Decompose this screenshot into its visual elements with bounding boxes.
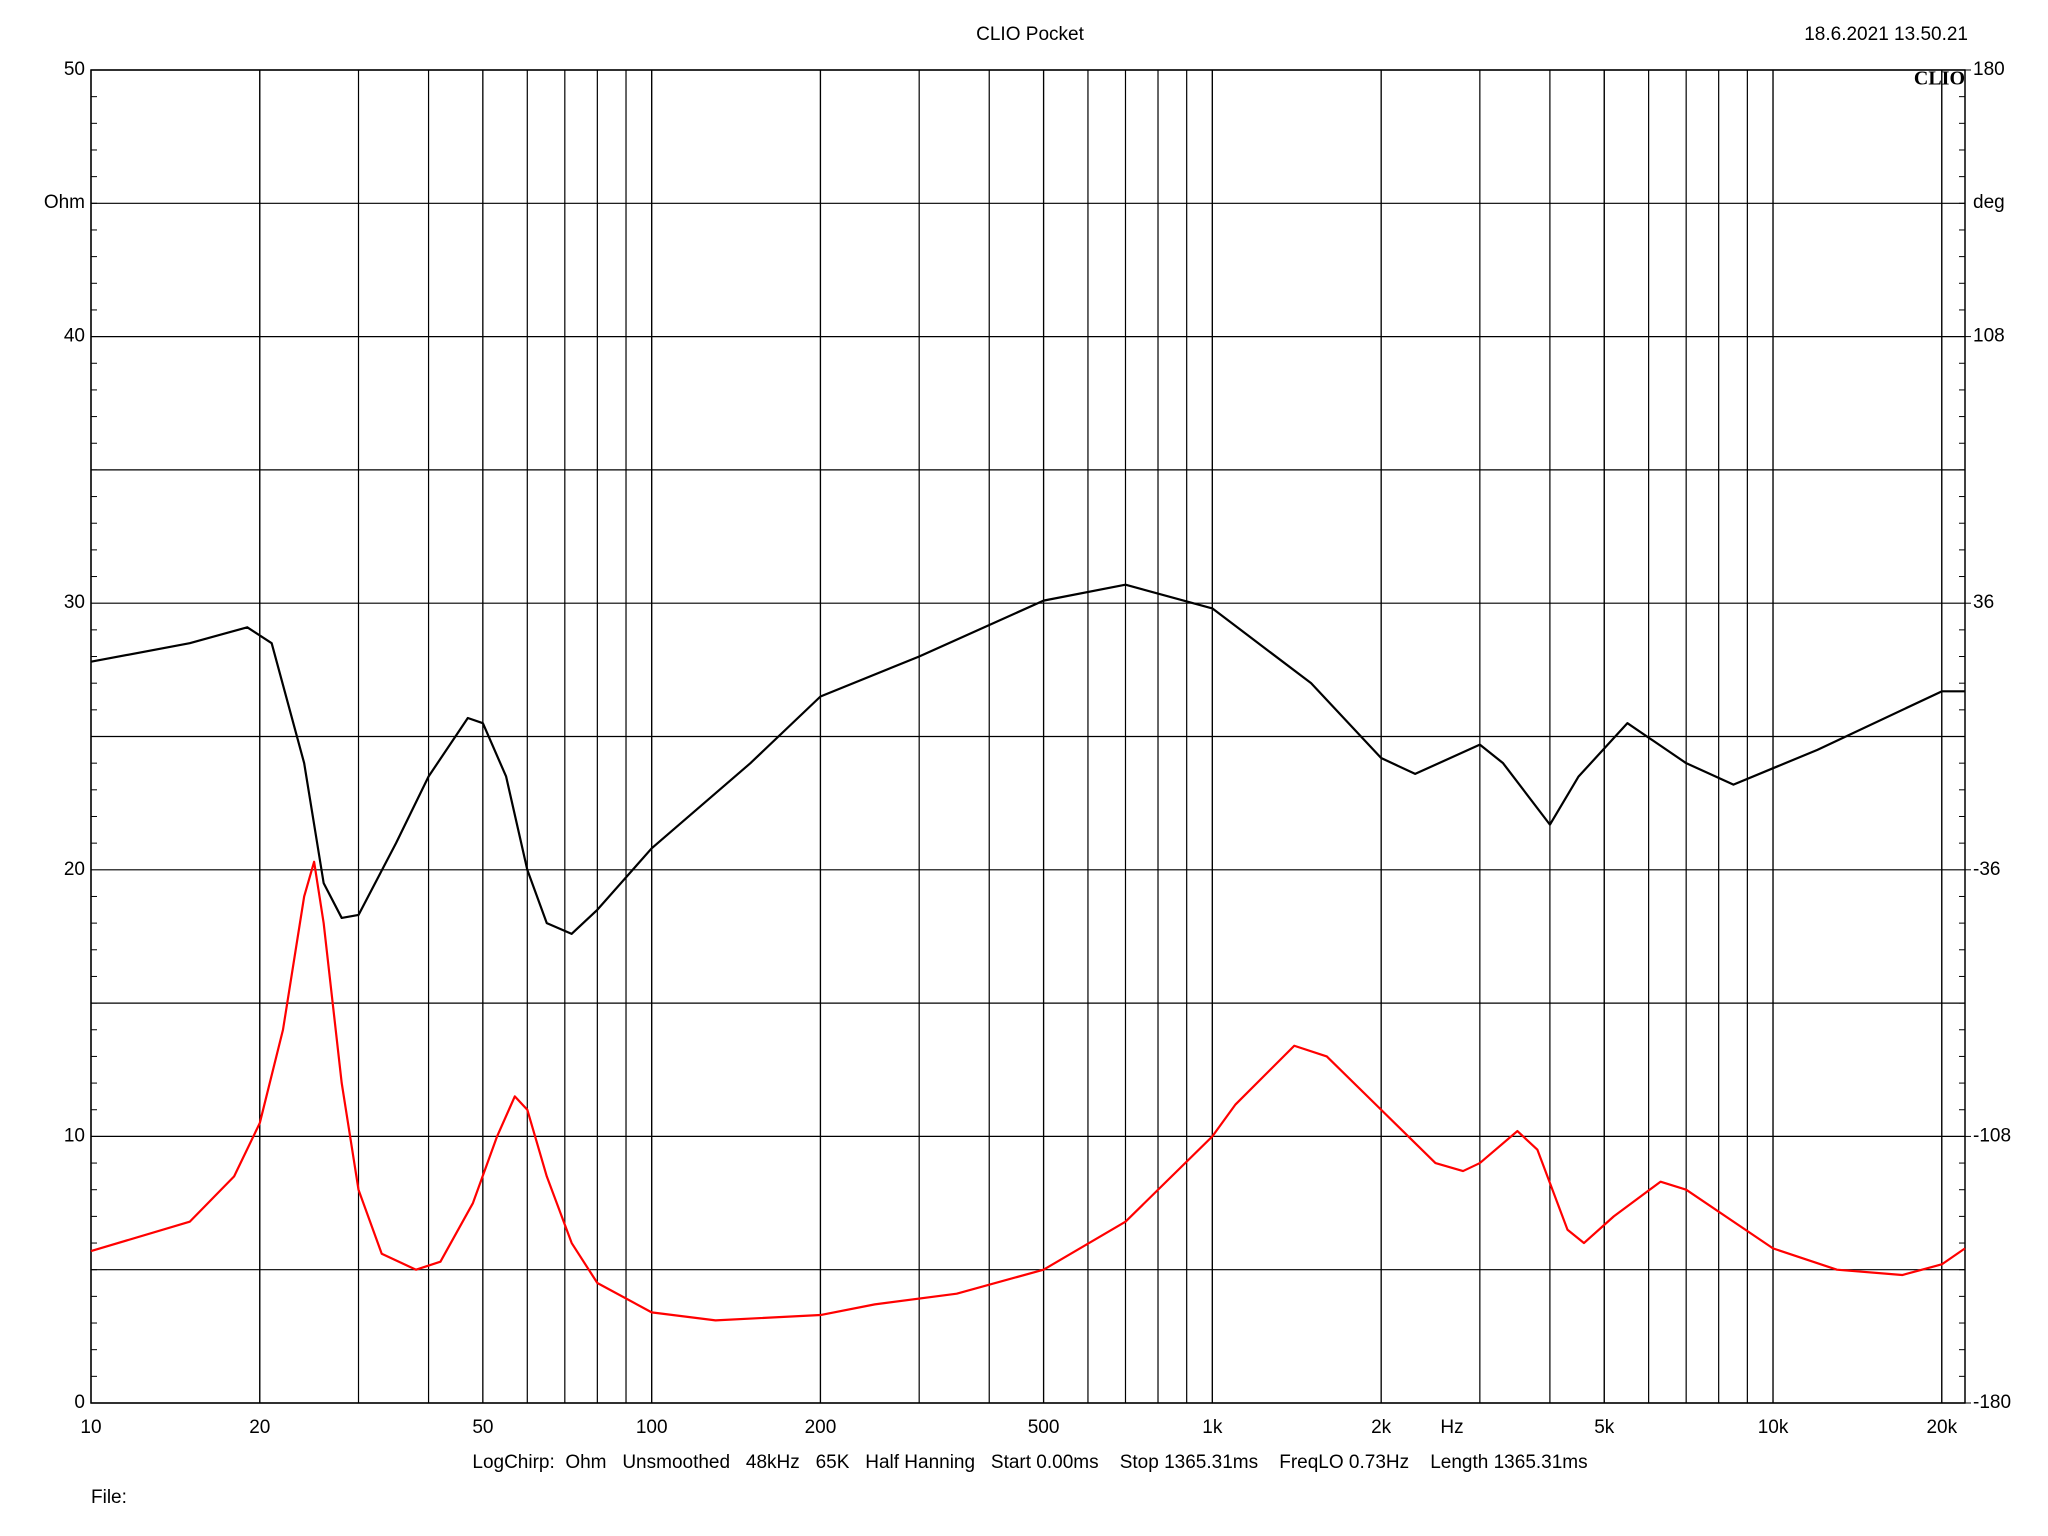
y2-tick-label: 36: [1973, 592, 1994, 613]
chart-title: CLIO Pocket: [976, 24, 1084, 45]
logo: CLIO: [1914, 68, 1965, 90]
x-tick-label: 10k: [1758, 1417, 1789, 1438]
y2-tick-label: -36: [1973, 859, 2000, 880]
x-tick-label: 20k: [1926, 1417, 1957, 1438]
x-tick-label: 200: [805, 1417, 837, 1438]
file-label: File:: [91, 1487, 127, 1508]
y-tick-label: 30: [64, 592, 85, 613]
y2-tick-label: -108: [1973, 1125, 2011, 1146]
x-tick-label: 20: [249, 1417, 270, 1438]
x-tick-label: 500: [1028, 1417, 1060, 1438]
y-tick-label: 0: [74, 1392, 85, 1413]
series-line: [90, 860, 1966, 1322]
x-tick-label: 1k: [1202, 1417, 1223, 1438]
x-tick-label: 5k: [1594, 1417, 1615, 1438]
x-axis-label: Hz: [1440, 1417, 1463, 1438]
timestamp: 18.6.2021 13.50.21: [1804, 24, 1968, 45]
y2-tick-label: 108: [1973, 326, 2005, 347]
x-tick-label: 2k: [1371, 1417, 1392, 1438]
y2-tick-label: 180: [1973, 59, 2005, 80]
y2-axis-label: deg: [1973, 192, 2005, 213]
footer: LogChirp: Ohm Unsmoothed 48kHz 65K Half …: [472, 1452, 1587, 1473]
y-axis-label: Ohm: [44, 192, 85, 213]
x-tick-label: 10: [80, 1417, 101, 1438]
y-tick-label: 50: [64, 59, 85, 80]
x-tick-label: 100: [636, 1417, 668, 1438]
y2-tick-label: -180: [1973, 1392, 2011, 1413]
plot-frame: [90, 69, 1966, 1404]
y-tick-label: 20: [64, 859, 85, 880]
y-tick-label: 10: [64, 1125, 85, 1146]
x-tick-label: 50: [472, 1417, 493, 1438]
series-line: [90, 583, 1965, 935]
y-tick-label: 40: [64, 326, 85, 347]
